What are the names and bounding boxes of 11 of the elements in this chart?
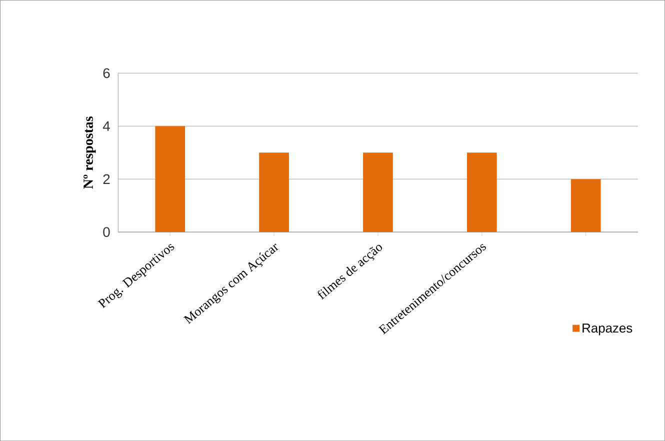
y-tick-label: 6 <box>103 68 110 78</box>
legend-label: Rapazes <box>582 324 632 336</box>
y-axis-title: Nº respostas <box>84 116 96 189</box>
bar <box>155 126 186 232</box>
bar <box>259 152 289 232</box>
y-tick-label: 0 <box>103 227 110 237</box>
bar <box>570 179 601 232</box>
y-tick-label: 4 <box>102 121 110 131</box>
bar <box>466 152 497 232</box>
bar <box>363 152 393 232</box>
y-tick-label: 2 <box>103 174 110 184</box>
